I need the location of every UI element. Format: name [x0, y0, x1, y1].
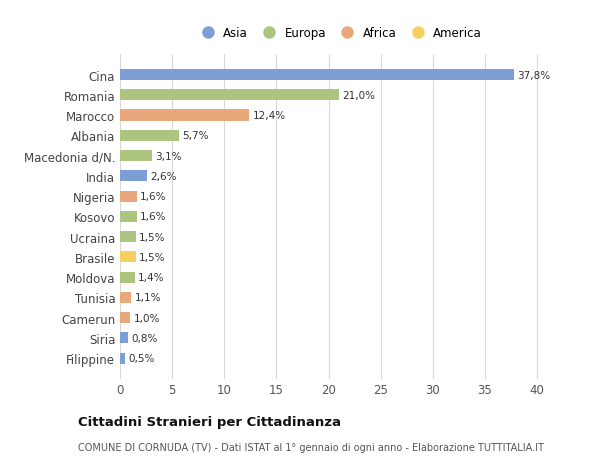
Bar [120, 252, 136, 263]
Bar [120, 292, 131, 303]
Text: 1,6%: 1,6% [140, 212, 166, 222]
Bar [120, 171, 147, 182]
Bar [120, 70, 514, 81]
Text: 5,7%: 5,7% [182, 131, 209, 141]
Legend: Asia, Europa, Africa, America: Asia, Europa, Africa, America [191, 22, 487, 45]
Text: 3,1%: 3,1% [155, 151, 182, 161]
Text: 2,6%: 2,6% [150, 172, 177, 181]
Text: 1,5%: 1,5% [139, 252, 165, 262]
Text: 0,8%: 0,8% [131, 333, 158, 343]
Text: 0,5%: 0,5% [128, 353, 155, 364]
Text: 12,4%: 12,4% [253, 111, 286, 121]
Text: 21,0%: 21,0% [342, 90, 375, 101]
Text: 1,4%: 1,4% [138, 273, 164, 283]
Bar [120, 110, 250, 121]
Bar [120, 191, 137, 202]
Bar [120, 313, 130, 324]
Text: 37,8%: 37,8% [517, 70, 550, 80]
Text: 1,1%: 1,1% [134, 293, 161, 303]
Bar [120, 90, 339, 101]
Bar [120, 272, 134, 283]
Text: COMUNE DI CORNUDA (TV) - Dati ISTAT al 1° gennaio di ogni anno - Elaborazione TU: COMUNE DI CORNUDA (TV) - Dati ISTAT al 1… [78, 442, 544, 452]
Bar [120, 333, 128, 344]
Bar [120, 130, 179, 141]
Bar [120, 353, 125, 364]
Bar [120, 151, 152, 162]
Text: 1,0%: 1,0% [134, 313, 160, 323]
Text: Cittadini Stranieri per Cittadinanza: Cittadini Stranieri per Cittadinanza [78, 415, 341, 428]
Text: 1,6%: 1,6% [140, 192, 166, 202]
Text: 1,5%: 1,5% [139, 232, 165, 242]
Bar [120, 211, 137, 223]
Bar [120, 231, 136, 243]
